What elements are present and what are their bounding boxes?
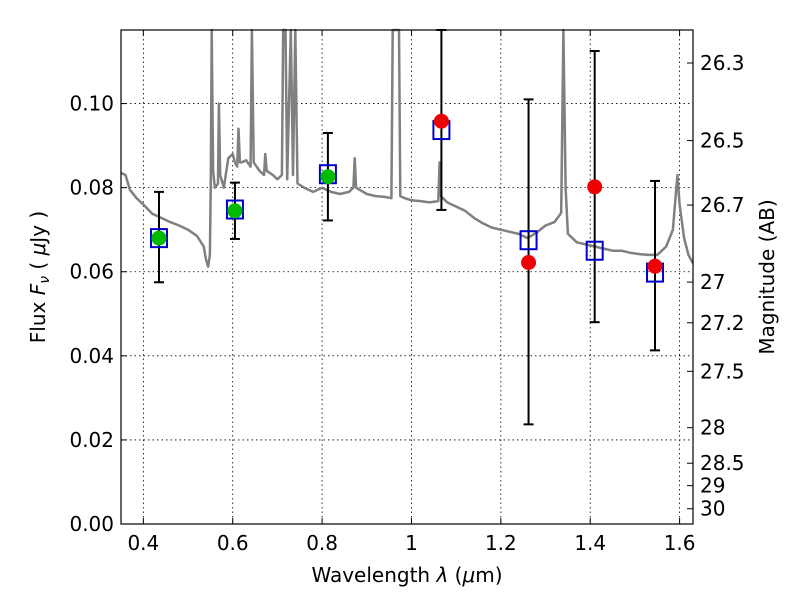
x-tick-label: 1.4 bbox=[574, 531, 606, 555]
x-tick-label: 1.2 bbox=[485, 531, 517, 555]
y2-tick-label: 26.3 bbox=[700, 51, 745, 75]
y-tick-label: 0.04 bbox=[69, 344, 114, 368]
y2-tick-label: 30 bbox=[700, 497, 725, 521]
y2-tick-label: 26.5 bbox=[700, 129, 745, 153]
y-tick-label: 0.02 bbox=[69, 428, 114, 452]
y2-axis-label: Magnitude (AB) bbox=[755, 199, 779, 354]
y2-tick-label: 28.5 bbox=[700, 451, 745, 475]
model-photometry-square bbox=[225, 199, 244, 220]
x-tick-label: 0.4 bbox=[127, 531, 159, 555]
y-tick-label: 0.08 bbox=[69, 176, 114, 200]
x-axis-label: Wavelength λ (μm) bbox=[311, 563, 502, 587]
x-tick-label: 1 bbox=[405, 531, 418, 555]
observed-flux-point bbox=[433, 113, 449, 129]
observed-flux-point bbox=[521, 254, 537, 270]
grid-lines bbox=[121, 30, 693, 525]
y2-tick-label: 28 bbox=[700, 416, 725, 440]
axis-ticks: 0.4 0.6 0.8 1 1.2 1.4 1.6 0.00 0.02 0.04 0.06 0.08 0… bbox=[69, 30, 745, 555]
observed-flux-point bbox=[320, 169, 336, 185]
observed-flux-point bbox=[587, 179, 603, 195]
y2-tick-label: 27.2 bbox=[700, 311, 745, 335]
plot-area bbox=[120, 28, 695, 426]
x-tick-label: 0.8 bbox=[306, 531, 338, 555]
x-tick-label: 1.6 bbox=[664, 531, 696, 555]
y-axis-label: Flux Fν ( μJy ) bbox=[26, 211, 53, 343]
plot-frame bbox=[120, 29, 694, 525]
model-photometry-square bbox=[519, 230, 538, 251]
y2-tick-label: 27.5 bbox=[700, 359, 745, 383]
y2-tick-label: 29 bbox=[700, 474, 725, 498]
x-tick-label: 0.6 bbox=[217, 531, 249, 555]
model-spectrum-line bbox=[120, 28, 695, 268]
y-tick-label: 0.00 bbox=[69, 512, 114, 536]
y-tick-label: 0.06 bbox=[69, 260, 114, 284]
observed-flux-point bbox=[151, 230, 167, 246]
observed-flux-point bbox=[227, 203, 243, 219]
y2-tick-label: 27 bbox=[700, 270, 725, 294]
observed-flux-point bbox=[647, 258, 663, 274]
model-photometry-square bbox=[149, 228, 168, 249]
model-photometry-square bbox=[585, 240, 604, 261]
y2-tick-label: 26.7 bbox=[700, 193, 745, 217]
y-tick-label: 0.10 bbox=[69, 92, 114, 116]
